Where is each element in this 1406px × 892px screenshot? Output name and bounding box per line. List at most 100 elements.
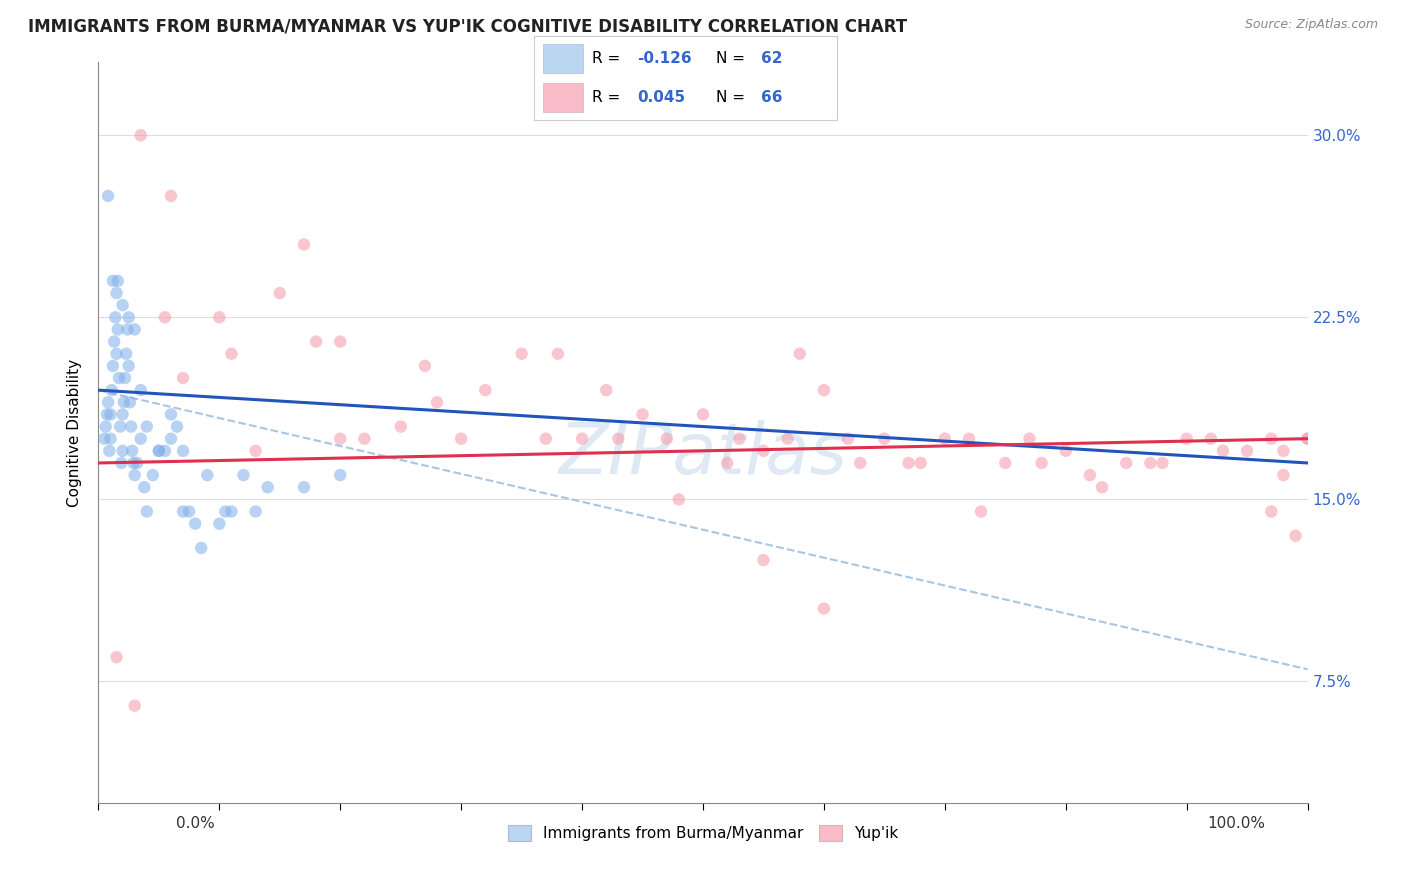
Point — [1078, 468, 1101, 483]
Point — [1260, 432, 1282, 446]
Point — [232, 468, 254, 483]
Point — [100, 383, 122, 397]
Point — [105, 286, 128, 301]
Point — [1212, 443, 1234, 458]
Point — [1260, 504, 1282, 518]
Point — [353, 432, 375, 446]
Point — [101, 359, 124, 373]
Point — [127, 456, 149, 470]
Point — [94, 419, 117, 434]
Point — [571, 432, 593, 446]
Point — [789, 347, 811, 361]
Point — [124, 698, 146, 713]
Point — [117, 322, 139, 336]
Point — [101, 274, 124, 288]
Point — [1115, 456, 1137, 470]
Point — [112, 395, 135, 409]
Point — [160, 432, 183, 446]
Point — [1018, 432, 1040, 446]
Point — [631, 408, 654, 422]
Point — [148, 443, 170, 458]
Point — [184, 516, 207, 531]
Point — [129, 128, 152, 143]
Text: -0.126: -0.126 — [637, 51, 692, 66]
Text: N =: N = — [716, 90, 749, 105]
Point — [153, 443, 176, 458]
Point — [160, 408, 183, 422]
Point — [160, 189, 183, 203]
Point — [1152, 456, 1174, 470]
Point — [813, 383, 835, 397]
Point — [329, 334, 352, 349]
Point — [172, 504, 194, 518]
Point — [105, 650, 128, 665]
Point — [124, 322, 146, 336]
Point — [474, 383, 496, 397]
Point — [256, 480, 278, 494]
Text: N =: N = — [716, 51, 749, 66]
Point — [124, 468, 146, 483]
Point — [1236, 443, 1258, 458]
Point — [121, 443, 143, 458]
Point — [148, 443, 170, 458]
Point — [105, 347, 128, 361]
Point — [179, 504, 201, 518]
Point — [135, 419, 157, 434]
Point — [1272, 468, 1295, 483]
Point — [329, 468, 352, 483]
Point — [118, 310, 141, 325]
Point — [994, 456, 1017, 470]
Point — [107, 274, 129, 288]
Point — [111, 298, 134, 312]
Point — [292, 237, 315, 252]
Point — [776, 432, 799, 446]
Point — [716, 456, 738, 470]
Point — [208, 310, 231, 325]
Bar — [543, 83, 582, 112]
Text: 100.0%: 100.0% — [1208, 816, 1265, 831]
Point — [122, 456, 145, 470]
Point — [221, 504, 243, 518]
Point — [292, 480, 315, 494]
Point — [97, 395, 120, 409]
Point — [110, 456, 132, 470]
Point — [118, 395, 141, 409]
Point — [305, 334, 328, 349]
Point — [329, 432, 352, 446]
Text: ZIPatlas: ZIPatlas — [558, 420, 848, 490]
Point — [114, 371, 136, 385]
Point — [190, 541, 212, 555]
Point — [111, 443, 134, 458]
Point — [142, 468, 165, 483]
Point — [245, 504, 267, 518]
Point — [245, 443, 267, 458]
Point — [450, 432, 472, 446]
Text: R =: R = — [592, 90, 624, 105]
Point — [129, 432, 152, 446]
Point — [1175, 432, 1198, 446]
Point — [135, 504, 157, 518]
Point — [1296, 432, 1319, 446]
Point — [97, 189, 120, 203]
Point — [426, 395, 449, 409]
Point — [111, 408, 134, 422]
Point — [595, 383, 617, 397]
Text: Source: ZipAtlas.com: Source: ZipAtlas.com — [1244, 18, 1378, 31]
Text: IMMIGRANTS FROM BURMA/MYANMAR VS YUP'IK COGNITIVE DISABILITY CORRELATION CHART: IMMIGRANTS FROM BURMA/MYANMAR VS YUP'IK … — [28, 18, 907, 36]
Text: 0.045: 0.045 — [637, 90, 685, 105]
Point — [104, 310, 127, 325]
Point — [873, 432, 896, 446]
Point — [115, 347, 138, 361]
Bar — [543, 44, 582, 73]
Point — [970, 504, 993, 518]
Point — [153, 310, 176, 325]
Text: 0.0%: 0.0% — [176, 816, 215, 831]
Point — [413, 359, 436, 373]
Point — [107, 322, 129, 336]
Point — [1284, 529, 1306, 543]
Point — [108, 371, 131, 385]
Point — [934, 432, 956, 446]
Point — [1139, 456, 1161, 470]
Point — [1091, 480, 1114, 494]
Point — [166, 419, 188, 434]
